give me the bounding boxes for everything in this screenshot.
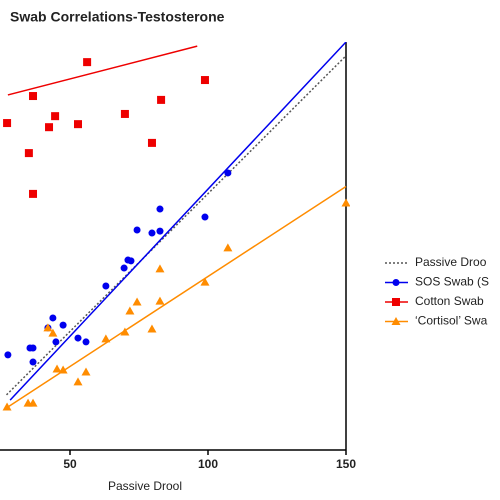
point xyxy=(52,338,60,346)
point xyxy=(120,264,128,272)
point xyxy=(157,95,166,104)
point xyxy=(24,149,33,158)
point xyxy=(52,364,62,373)
point xyxy=(45,123,54,132)
point xyxy=(29,344,37,352)
point xyxy=(83,58,92,67)
point xyxy=(201,213,209,221)
point xyxy=(147,324,157,333)
point xyxy=(74,334,82,342)
point xyxy=(29,189,38,198)
point xyxy=(28,398,38,407)
x-tick-label: 150 xyxy=(336,457,356,471)
point xyxy=(59,321,67,329)
point xyxy=(127,257,135,265)
legend-label: Cotton Swab xyxy=(415,294,484,308)
point xyxy=(200,76,209,85)
point xyxy=(148,229,156,237)
point xyxy=(120,327,130,336)
point xyxy=(43,323,53,332)
point xyxy=(125,306,135,315)
point xyxy=(120,109,129,118)
point xyxy=(223,243,233,252)
legend-label: ‘Cortisol’ Swa xyxy=(415,314,488,328)
legend-label: Passive Droo xyxy=(415,255,487,269)
x-axis-label: Passive Drool xyxy=(108,479,182,493)
plot-area xyxy=(2,42,350,411)
legend-marker xyxy=(392,298,400,306)
point xyxy=(341,198,350,207)
point xyxy=(73,377,83,386)
point xyxy=(51,112,60,121)
point xyxy=(147,138,156,147)
point xyxy=(2,402,12,411)
point xyxy=(82,338,90,346)
x-tick-label: 50 xyxy=(63,457,77,471)
fit-line xyxy=(7,185,347,408)
chart-title: Swab Correlations-Testosterone xyxy=(10,9,225,25)
point xyxy=(29,92,38,101)
point xyxy=(58,365,68,374)
point xyxy=(133,226,141,234)
point xyxy=(200,277,210,286)
point xyxy=(101,334,111,343)
point xyxy=(224,169,232,177)
legend-marker xyxy=(391,317,401,325)
fit-line xyxy=(9,42,347,401)
point xyxy=(132,297,142,306)
point xyxy=(74,120,83,129)
legend-label: SOS Swab (S xyxy=(415,275,489,289)
point xyxy=(155,264,165,273)
point xyxy=(29,358,37,366)
point xyxy=(155,296,165,305)
point xyxy=(4,351,12,359)
point xyxy=(156,205,164,213)
fit-line xyxy=(7,45,198,96)
x-tick-label: 100 xyxy=(198,457,218,471)
point xyxy=(49,314,57,322)
point xyxy=(48,328,58,337)
legend-marker xyxy=(392,279,400,286)
point xyxy=(3,119,12,128)
point xyxy=(156,227,164,235)
point xyxy=(81,367,91,376)
point xyxy=(102,282,110,290)
